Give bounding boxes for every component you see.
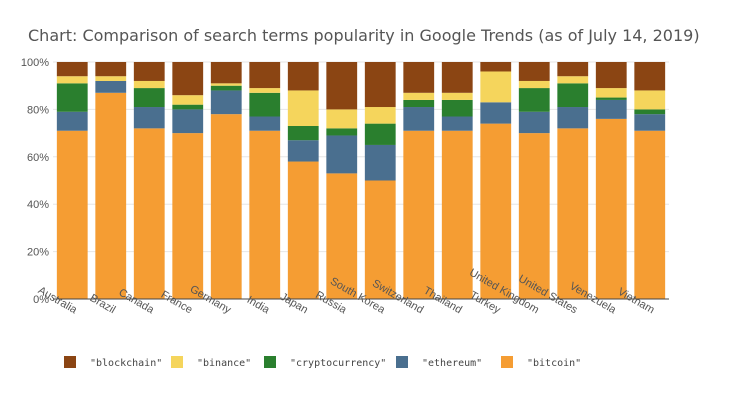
bar-segment [480, 62, 512, 72]
bar-segment [364, 180, 396, 299]
bar-segment [595, 62, 627, 89]
bar-segment [480, 102, 512, 124]
bar-segment [249, 116, 281, 131]
bar-segment [557, 83, 589, 108]
bar-segment [403, 107, 435, 131]
bar-segment [441, 92, 473, 100]
legend-swatch [171, 356, 183, 368]
bar-segment [326, 109, 358, 129]
bar-segment [326, 173, 358, 299]
bar-segment [634, 114, 666, 131]
legend-label: "cryptocurrency" [290, 358, 386, 369]
chart-title: Chart: Comparison of search terms popula… [28, 26, 700, 45]
bar-segment [133, 128, 165, 299]
bar-segment [595, 118, 627, 299]
bar-segment [634, 109, 666, 115]
bar-segment [249, 88, 281, 93]
bar-segment [441, 130, 473, 299]
bar-segment [403, 130, 435, 299]
bar-segment [326, 128, 358, 136]
legend-swatch [264, 356, 276, 368]
bar-segment [557, 62, 589, 77]
bar-segment [210, 114, 242, 299]
bar-segment [56, 130, 88, 299]
bar-segment [133, 88, 165, 108]
bar-segment [634, 130, 666, 299]
legend-swatch [396, 356, 408, 368]
bar-segment [95, 92, 127, 299]
legend: "blockchain" "binance" "cryptocurrency" "et… [64, 356, 581, 369]
bar-segment [95, 76, 127, 81]
bar-segment [133, 107, 165, 129]
bar-segment [634, 62, 666, 91]
y-tick-label: 80% [27, 104, 49, 116]
bar-segment [441, 116, 473, 131]
bar-segment [518, 111, 550, 134]
bar-segment [441, 62, 473, 93]
y-tick-label: 0% [33, 294, 49, 306]
y-tick-label: 60% [27, 152, 49, 164]
bar-segment [133, 80, 165, 89]
bar-segment [249, 92, 281, 117]
bar-segment [326, 62, 358, 110]
bar-segment [518, 80, 550, 89]
bar-segment [364, 123, 396, 145]
bar-segment [557, 107, 589, 129]
bar-segment [326, 135, 358, 174]
bar-segment [287, 90, 319, 126]
bar-segment [557, 128, 589, 299]
bar-segment [56, 76, 88, 84]
bar-segment [595, 99, 627, 119]
bar-segment [210, 62, 242, 84]
bar-segment [172, 109, 204, 134]
bar-segment [287, 62, 319, 91]
bar-segment [56, 111, 88, 131]
bar-segment [287, 161, 319, 299]
bar-segment [287, 140, 319, 162]
bar-segment [441, 99, 473, 117]
bar-segment [595, 88, 627, 98]
bar-segment [403, 99, 435, 108]
bar-segment [518, 133, 550, 299]
bar-segment [518, 88, 550, 112]
bar-segment [210, 85, 242, 91]
bar-segment [56, 83, 88, 112]
bar-segment [403, 62, 435, 93]
legend-label: "ethereum" [422, 358, 482, 369]
legend-label: "binance" [197, 358, 251, 369]
y-tick-label: 100% [21, 57, 49, 69]
bar-segment [249, 130, 281, 299]
y-axis: 0% 20% 40% 60% 80% 100% [21, 57, 49, 306]
bar-segment [480, 123, 512, 300]
bar-segment [287, 125, 319, 141]
legend-label: "blockchain" [90, 358, 162, 369]
bar-segment [172, 62, 204, 96]
bar-segment [364, 144, 396, 181]
bar-segment [364, 107, 396, 124]
y-tick-label: 20% [27, 247, 49, 259]
bar-segment [172, 104, 204, 110]
bar-segment [95, 62, 127, 77]
legend-label: "bitcoin" [527, 358, 581, 369]
legend-swatch [501, 356, 513, 368]
bar-segment [518, 62, 550, 81]
bar-segment [172, 133, 204, 299]
bar-segment [403, 92, 435, 100]
bar-segment [133, 62, 165, 81]
bar-segment [210, 83, 242, 86]
bar-segment [557, 76, 589, 84]
bar-segment [595, 97, 627, 100]
bar-segment [95, 80, 127, 93]
bar-segment [172, 95, 204, 105]
bars [56, 62, 666, 300]
legend-swatch [64, 356, 76, 368]
bar-segment [210, 90, 242, 115]
bar-segment [480, 71, 512, 103]
bar-segment [249, 62, 281, 89]
bar-segment [364, 62, 396, 108]
bar-segment [56, 62, 88, 77]
bar-segment [634, 90, 666, 110]
y-tick-label: 40% [27, 199, 49, 211]
